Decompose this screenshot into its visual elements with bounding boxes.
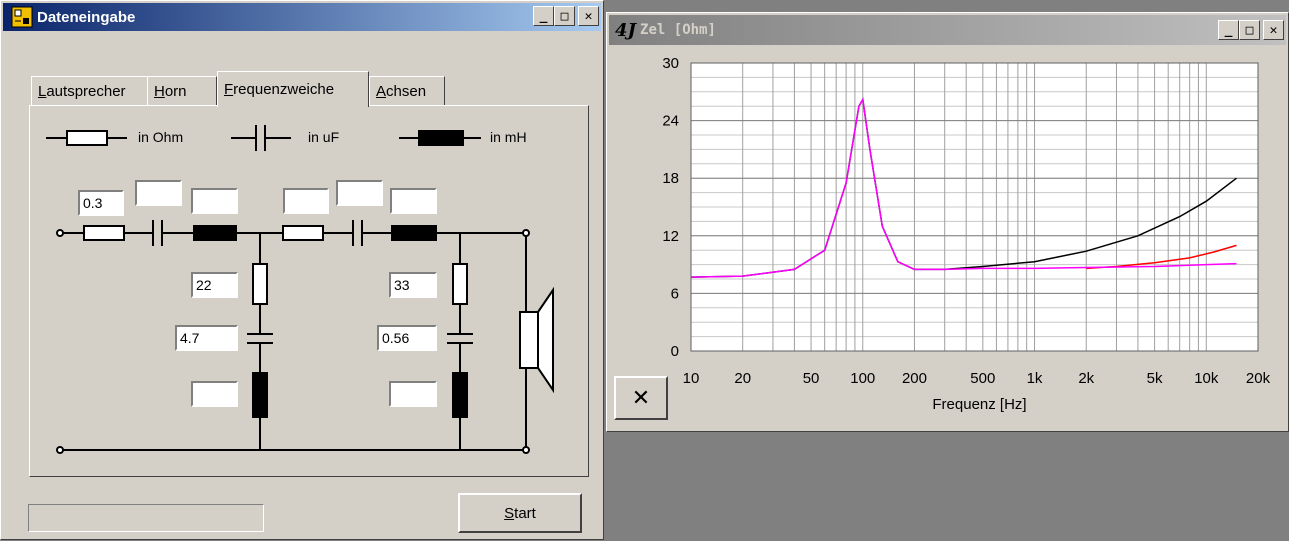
close-button[interactable]: ✕	[578, 6, 599, 26]
minimize-button[interactable]: _	[1218, 20, 1239, 40]
chart-window-title: Zel [Ohm]	[640, 22, 716, 38]
y-tick-label: 30	[662, 55, 679, 72]
plot-border	[690, 62, 1259, 352]
app-icon	[11, 6, 33, 28]
x-tick-label: 1k	[1027, 370, 1043, 387]
series-r1-input[interactable]	[78, 190, 124, 216]
tab-lautsprecher-label: autsprecher	[46, 83, 126, 100]
x-tick-label: 50	[803, 370, 820, 387]
shunt2-r-input[interactable]	[389, 272, 437, 298]
series-line-3	[690, 97, 1237, 278]
x-tick-label: 5k	[1147, 370, 1163, 387]
maximize-icon: □	[1245, 22, 1254, 38]
tab-horn-mnemonic: H	[154, 83, 165, 100]
minimize-icon: _	[539, 8, 548, 24]
tab-frequenzweiche-label: requenzweiche	[233, 81, 335, 98]
x-axis-label: Frequenz [Hz]	[932, 396, 1026, 413]
minimize-button[interactable]: _	[533, 6, 554, 26]
x-tick-label: 100	[850, 370, 875, 387]
shunt2-l-input[interactable]	[389, 381, 437, 407]
shunt1-c-input[interactable]	[175, 325, 238, 351]
y-tick-label: 18	[662, 170, 679, 187]
close-button[interactable]: ✕	[1263, 20, 1284, 40]
x-icon: ✕	[631, 385, 651, 411]
series-l2-input[interactable]	[390, 188, 437, 214]
tab-achsen-label: chsen	[386, 83, 427, 100]
app-logo: 4J	[615, 19, 637, 41]
legend-ohm-label: in Ohm	[138, 129, 184, 145]
dateneingabe-titlebar[interactable]: Dateneingabe _ □ ✕	[3, 3, 601, 31]
x-tick-label: 500	[970, 370, 995, 387]
tab-frequenzweiche-mnemonic: F	[224, 81, 234, 98]
tab-achsen-mnemonic: A	[376, 83, 387, 100]
start-button-mnemonic: S	[504, 504, 515, 522]
x-tick-label: 20k	[1246, 370, 1271, 387]
close-icon: ✕	[1269, 22, 1278, 38]
y-tick-label: 24	[662, 113, 679, 130]
legend-mh-label: in mH	[490, 129, 527, 145]
series-c1-input[interactable]	[135, 180, 182, 206]
shunt2-c-input[interactable]	[377, 325, 437, 351]
shunt1-l-input[interactable]	[191, 381, 238, 407]
minimize-icon: _	[1224, 22, 1233, 38]
legend-uf-label: in uF	[308, 129, 340, 145]
maximize-button[interactable]: □	[1239, 20, 1260, 40]
maximize-icon: □	[560, 8, 569, 24]
x-tick-label: 20	[734, 370, 751, 387]
window-title: Dateneingabe	[37, 8, 136, 26]
start-button-label: tart	[514, 504, 536, 522]
y-tick-label: 6	[671, 285, 679, 302]
close-icon: ✕	[584, 8, 593, 24]
reset-chart-button[interactable]: ✕	[614, 376, 668, 420]
maximize-button[interactable]: □	[554, 6, 575, 26]
x-tick-label: 200	[902, 370, 927, 387]
x-tick-label: 10	[683, 370, 700, 387]
frequenzweiche-panel	[29, 105, 589, 477]
impedance-titlebar[interactable]: 4J Zel [Ohm] _ □ ✕	[609, 15, 1286, 45]
tab-lautsprecher-mnemonic: L	[38, 83, 47, 100]
series-l1-input[interactable]	[191, 188, 238, 214]
shunt1-r-input[interactable]	[191, 272, 238, 298]
series-c2-input[interactable]	[336, 180, 383, 206]
y-tick-label: 12	[662, 228, 679, 245]
series-r2-input[interactable]	[283, 188, 329, 214]
x-tick-label: 10k	[1194, 370, 1219, 387]
x-tick-label: 2k	[1078, 370, 1094, 387]
progress-bar	[28, 504, 264, 532]
tab-horn-label: orn	[164, 83, 187, 100]
y-tick-label: 0	[671, 343, 679, 360]
